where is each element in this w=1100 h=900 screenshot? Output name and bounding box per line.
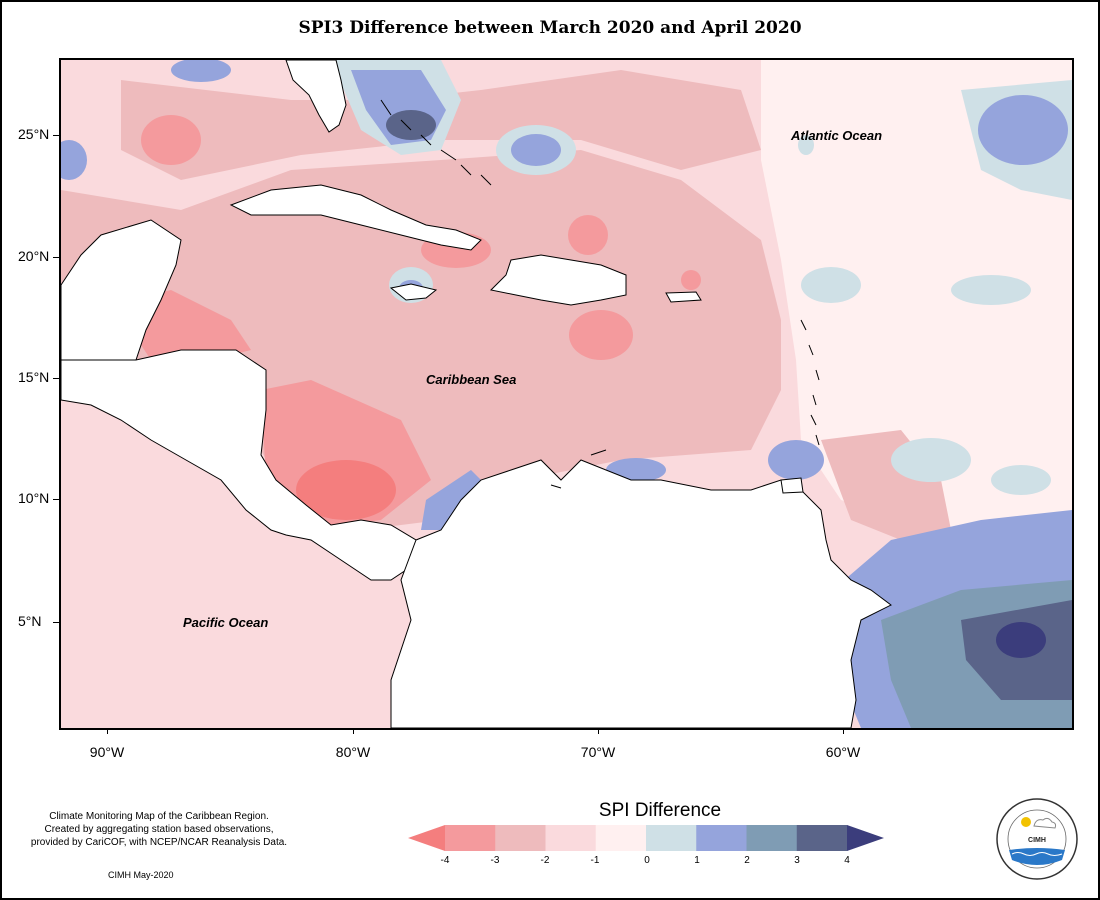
colorbar-cells [445,825,848,851]
wet-trinidad [768,440,824,480]
wet-east-light-2 [951,275,1031,305]
colorbar [408,825,884,851]
lon-tickmark-80w [353,728,354,734]
colorbar-tick: 1 [694,855,700,866]
land-cuba [229,184,482,251]
wet-gulf-top [171,60,231,82]
core-central-carib [569,310,633,360]
lon-tick-90w: 90°W [89,744,125,760]
spi-field [61,60,1072,728]
spi-map: Atlantic Ocean Caribbean Sea Pacific Oce… [59,58,1074,730]
colorbar-tick: -4 [440,855,450,866]
label-caribbean-sea: Caribbean Sea [426,372,517,387]
wet-atl-mid [511,134,561,166]
lon-tick-80w: 80°W [335,744,371,760]
lon-tickmark-60w [843,728,844,734]
wet-colombia-coast [421,470,481,530]
colorbar-tick: 3 [794,855,800,866]
logo-center-text: CIMH [1028,837,1046,844]
core-gulf [141,115,201,165]
label-atlantic-ocean: Atlantic Ocean [791,128,883,143]
field-neutral-east [761,60,1072,560]
map-title: SPI3 Difference between March 2020 and A… [298,18,802,38]
colorbar-tick: 4 [844,855,850,866]
lon-tick-60w: 60°W [825,744,861,760]
colorbar-tick: -3 [490,855,500,866]
wave-icon [1011,852,1063,856]
colorbar-cell [746,825,798,851]
colorbar-cell [495,825,546,851]
lat-tickmark-25n [53,135,59,136]
island-lesser-antilles [800,319,820,446]
water-icon [1009,848,1065,865]
wet-gulf-west [61,140,87,180]
wet-east-light-3 [891,438,971,482]
lat-tickmark-5n [53,622,59,623]
land-jamaica [389,283,438,301]
lat-tick-25n: 25°N [18,126,50,142]
lat-tick-20n: 20°N [18,248,50,264]
colorbar-tick: 0 [644,855,650,866]
core-hispaniola [568,215,608,255]
colorbar-cell [445,825,496,851]
colorbar-tick: -1 [590,855,600,866]
wet-east-light-4 [991,465,1051,495]
lon-tickmark-70w [598,728,599,734]
colorbar-arrow-left [408,825,445,851]
colorbar-cell [796,825,848,851]
lat-tick-5n: 5°N [18,613,42,629]
colorbar-cell [646,825,697,851]
wet-guianas-core [996,622,1046,658]
label-pacific-ocean: Pacific Ocean [183,615,269,630]
wet-east-light-1 [801,267,861,303]
map-description: Climate Monitoring Map of the Caribbean … [28,810,290,849]
note-line-3: provided by CariCOF, with NCEP/NCAR Rean… [30,837,288,848]
colorbar-arrow-right [847,825,884,851]
colorbar-tick: -2 [540,855,550,866]
land-trinidad [780,477,804,494]
legend-title: SPI Difference [598,800,722,821]
lon-tickmark-90w [107,728,108,734]
wet-ne [978,95,1068,165]
core-pr [681,270,701,290]
map-credit: CIMH May-2020 [108,870,174,880]
lat-tickmark-15n [53,378,59,379]
colorbar-cell [545,825,597,851]
island-abc [550,449,607,489]
cimh-logo: CIMH [996,798,1078,880]
land-florida [285,60,347,133]
lat-tick-10n: 10°N [18,490,50,506]
colorbar-cell [696,825,747,851]
landmasses [61,60,892,728]
island-bahamas [380,99,492,186]
lat-tickmark-20n [53,257,59,258]
wet-east-light-5 [798,135,814,155]
land-puerto-rico [665,291,702,303]
core-panama-strong [296,460,396,520]
lon-tick-70w: 70°W [580,744,616,760]
colorbar-cell [595,825,647,851]
core-honduras [131,290,251,360]
small-islands [380,99,820,489]
lat-tickmark-10n [53,499,59,500]
wet-bahamas-core [386,110,436,140]
sun-icon [1021,817,1031,827]
note-line-2: Created by aggregating station based obs… [44,824,274,835]
colorbar-tick: 2 [744,855,750,866]
land-hispaniola [489,254,627,306]
note-line-1: Climate Monitoring Map of the Caribbean … [49,811,269,822]
lat-tick-15n: 15°N [18,369,50,385]
cloud-icon [1033,817,1057,829]
